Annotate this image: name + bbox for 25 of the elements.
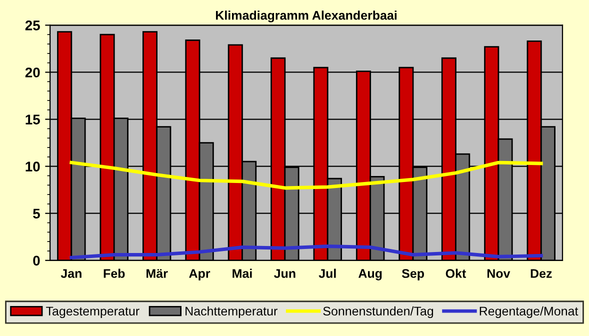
- y-tick-label: 25: [25, 20, 40, 30]
- x-tick-label: Jan: [60, 269, 82, 278]
- legend-label: Regentage/Monat: [480, 306, 578, 318]
- x-tick-label: Aug: [358, 269, 382, 280]
- y-tick-label: 20: [25, 68, 40, 78]
- legend-label: Sonnenstunden/Tag: [323, 306, 434, 318]
- y-tick-label: 15: [26, 114, 40, 124]
- y-tick-label: 0: [33, 256, 40, 266]
- x-tick-label: Feb: [104, 268, 125, 278]
- line-series: [70, 244, 543, 260]
- x-tick-label: Sep: [402, 269, 424, 280]
- y-tick-label: 5: [33, 208, 40, 219]
- x-tick-label: Mär: [146, 269, 168, 278]
- x-tick-label: Mai: [232, 268, 252, 278]
- legend-label: Tagestemperatur: [46, 306, 140, 318]
- x-tick-label: Apr: [189, 269, 210, 280]
- x-tick-label: Nov: [487, 269, 510, 278]
- x-tick-label: Jun: [274, 269, 296, 278]
- chart-title: Klimadiagramm Alexanderbaai: [216, 10, 397, 22]
- legend-label: Nachttemperatur: [186, 306, 278, 318]
- x-tick-label: Dez: [530, 269, 552, 278]
- line-series: [70, 160, 543, 190]
- x-tick-label: Okt: [446, 268, 466, 278]
- x-tick-label: Jul: [318, 268, 336, 278]
- y-tick-label: 10: [26, 162, 40, 172]
